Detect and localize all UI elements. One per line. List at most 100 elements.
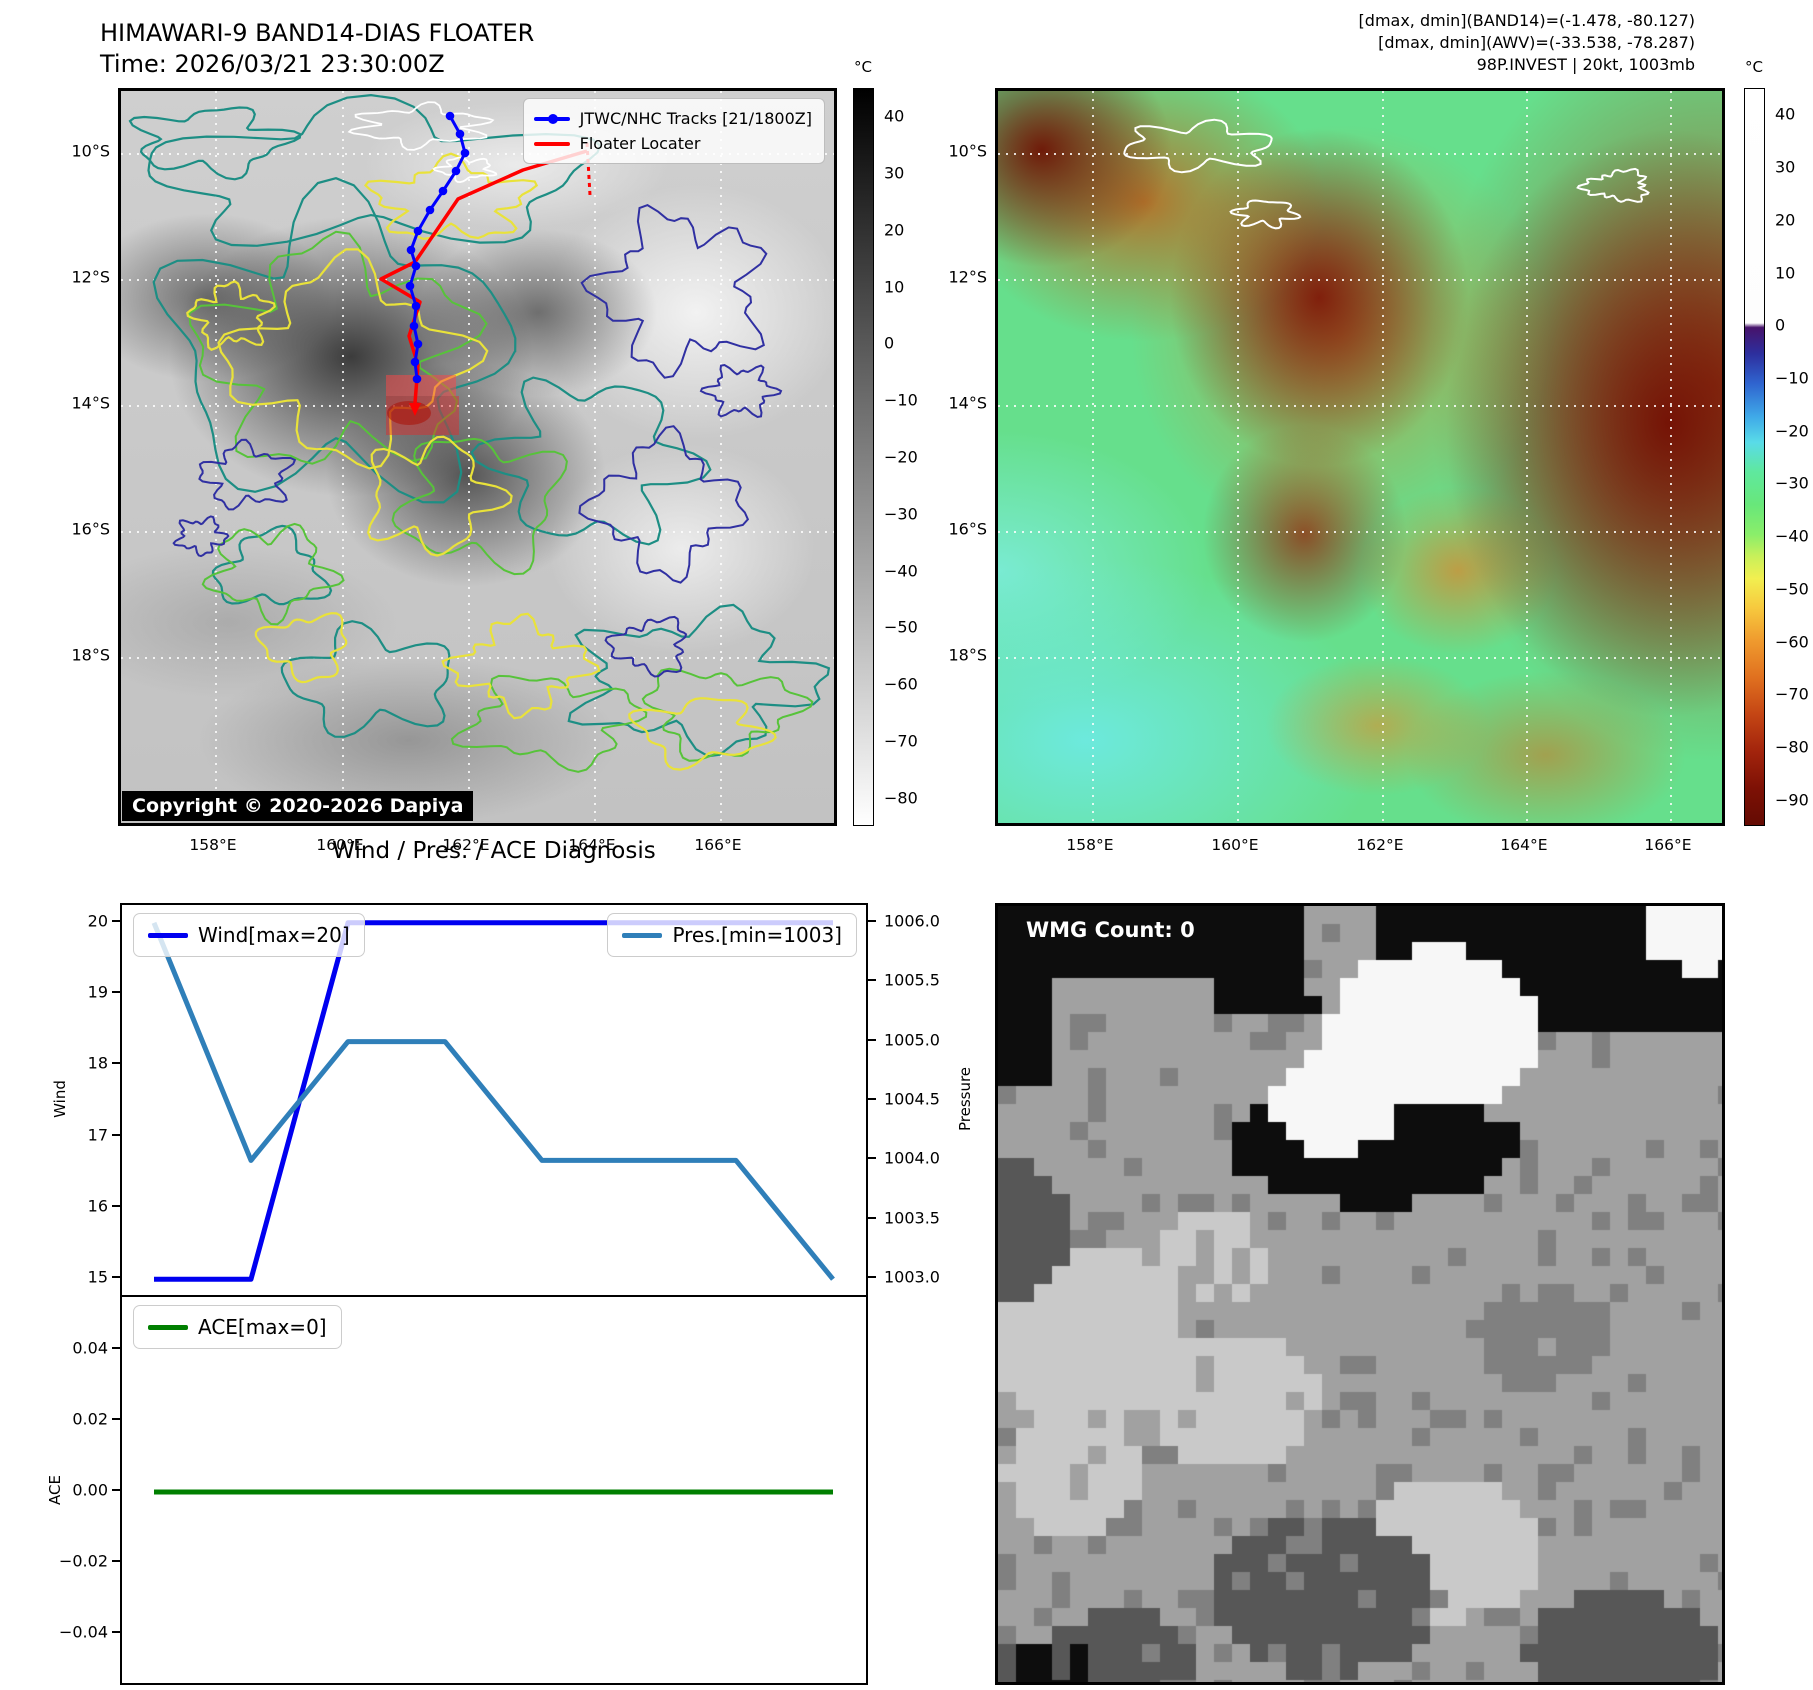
wmg-image <box>998 906 1722 1682</box>
band14-colorbar-tick: −30 <box>884 504 918 524</box>
awv-lat-tick: 12°S <box>948 267 987 287</box>
awv-lon-tick: 166°E <box>1644 836 1692 854</box>
awv-lat-tick: 10°S <box>948 141 987 161</box>
diagnostics-header: [dmax, dmin](BAND14)=(-1.478, -80.127) [… <box>1359 10 1695 76</box>
awv-overlay <box>998 91 1722 823</box>
band14-colorbar-tick: 20 <box>884 220 905 240</box>
wind-axis-tick: 20 <box>87 911 108 931</box>
chart-title: Wind / Pres. / ACE Diagnosis <box>332 838 656 864</box>
wind-axis-tick: 18 <box>87 1053 108 1073</box>
awv-colorbar-tick: 0 <box>1775 315 1786 335</box>
legend-row-jtwc: JTWC/NHC Tracks [21/1800Z] <box>533 106 812 131</box>
band14-lat-tick: 14°S <box>71 393 110 413</box>
band14-lat-tick: 12°S <box>71 267 110 287</box>
awv-colorbar-tick: −90 <box>1775 790 1809 810</box>
wind-series-swatch <box>148 932 188 938</box>
band14-lon-tick: 164°E <box>568 836 616 854</box>
axis-tick-mark <box>112 1062 120 1065</box>
axis-tick-mark <box>112 1630 120 1633</box>
pressure-legend: Pres.[min=1003] <box>607 913 857 957</box>
ace-series-swatch <box>148 1324 188 1330</box>
band14-colorbar-tick: −70 <box>884 731 918 751</box>
awv-lon-tick: 160°E <box>1211 836 1259 854</box>
awv-lat-tick: 16°S <box>948 519 987 539</box>
ace-axis-tick: −0.04 <box>58 1622 108 1642</box>
band14-colorbar-tick: −20 <box>884 447 918 467</box>
band14-overlay <box>121 91 834 823</box>
pressure-series-label: Pres.[min=1003] <box>672 923 842 947</box>
band14-lon-tick: 160°E <box>316 836 364 854</box>
pressure-axis-tick: 1004.5 <box>884 1089 940 1109</box>
awv-lon-tick: 158°E <box>1066 836 1114 854</box>
wind-legend: Wind[max=20] <box>133 913 365 957</box>
band14-lat-tick: 18°S <box>71 645 110 665</box>
wind-series-label: Wind[max=20] <box>198 923 350 947</box>
axis-tick-mark <box>112 1347 120 1350</box>
pressure-axis-tick: 1004.0 <box>884 1148 940 1168</box>
ace-series-label: ACE[max=0] <box>198 1315 327 1339</box>
band14-colorbar-tick: −10 <box>884 390 918 410</box>
axis-tick-mark <box>112 1204 120 1207</box>
ace-axis-tick: −0.02 <box>58 1551 108 1571</box>
awv-colorbar-tick: 40 <box>1775 104 1796 124</box>
invest-status: 98P.INVEST | 20kt, 1003mb <box>1476 55 1695 74</box>
band14-colorbar-tick: −80 <box>884 788 918 808</box>
awv-colorbar-tick: −70 <box>1775 684 1809 704</box>
axis-tick-mark <box>868 979 876 982</box>
jtwc-track-swatch <box>533 113 570 124</box>
band14-lon-tick: 166°E <box>694 836 742 854</box>
awv-lon-tick: 164°E <box>1500 836 1548 854</box>
page-title: HIMAWARI-9 BAND14-DIAS FLOATER <box>100 19 535 47</box>
floater-label: Floater Locater <box>579 134 701 153</box>
axis-tick-mark <box>112 1559 120 1562</box>
band14-colorbar-tick: 30 <box>884 163 905 183</box>
awv-colorbar-tick: −50 <box>1775 579 1809 599</box>
awv-colorbar-tick: 10 <box>1775 263 1796 282</box>
awv-colorbar-tick: 30 <box>1775 157 1796 177</box>
band14-colorbar-tick: 40 <box>884 106 905 126</box>
awv-colorbar-tick: −10 <box>1775 368 1809 388</box>
ace-axis-tick: 0.00 <box>72 1480 108 1500</box>
band14-colorbar-tick: 0 <box>884 333 895 353</box>
ace-axis-tick: 0.04 <box>72 1338 108 1358</box>
axis-tick-mark <box>112 1418 120 1421</box>
wind-axis-tick: 15 <box>87 1267 108 1287</box>
band14-title-block: HIMAWARI-9 BAND14-DIAS FLOATER Time: 202… <box>100 18 534 80</box>
wind-axis-tick: 17 <box>87 1125 108 1145</box>
ace-axis-label: ACE <box>46 1475 64 1505</box>
copyright-badge: Copyright © 2020-2026 Dapiya <box>122 791 474 821</box>
band14-colorbar-unit: °C <box>854 58 872 76</box>
wind-axis-tick: 19 <box>87 982 108 1002</box>
awv-colorbar-tick: −60 <box>1775 632 1809 651</box>
band14-colorbar-tick: −40 <box>884 561 918 581</box>
timestamp: Time: 2026/03/21 23:30:00Z <box>100 50 445 78</box>
awv-colorbar-tick: −40 <box>1775 526 1809 546</box>
awv-colorbar-tick: 20 <box>1775 210 1796 230</box>
wind-pressure-plot <box>151 920 835 1282</box>
ace-plot <box>154 1489 833 1495</box>
awv-lat-tick: 14°S <box>948 393 987 413</box>
wind-pressure-subplot: Wind[max=20] Pres.[min=1003] <box>120 903 868 1295</box>
dmax-dmin-band14: [dmax, dmin](BAND14)=(-1.478, -80.127) <box>1358 11 1695 30</box>
pressure-series-swatch <box>622 932 663 938</box>
axis-tick-mark <box>112 991 120 994</box>
axis-tick-mark <box>112 919 120 922</box>
floater-swatch <box>533 141 570 146</box>
axis-tick-mark <box>112 1489 120 1491</box>
band14-colorbar-tick: −50 <box>884 617 918 637</box>
axis-tick-mark <box>868 1038 876 1041</box>
awv-colorbar <box>1744 88 1765 826</box>
band14-lat-tick: 10°S <box>71 141 110 161</box>
pressure-axis-tick: 1003.5 <box>884 1208 940 1228</box>
awv-colorbar-tick: −80 <box>1775 737 1809 757</box>
pressure-axis-tick: 1006.0 <box>884 911 940 931</box>
axis-tick-mark <box>112 1276 120 1279</box>
pressure-axis-tick: 1005.5 <box>884 970 940 990</box>
band14-lon-tick: 162°E <box>442 836 490 854</box>
axis-tick-mark <box>868 919 876 922</box>
axis-tick-mark <box>868 1276 876 1279</box>
legend-row-floater: Floater Locater <box>533 131 812 156</box>
awv-lon-tick: 162°E <box>1356 836 1404 854</box>
wind-axis-tick: 16 <box>87 1196 108 1216</box>
